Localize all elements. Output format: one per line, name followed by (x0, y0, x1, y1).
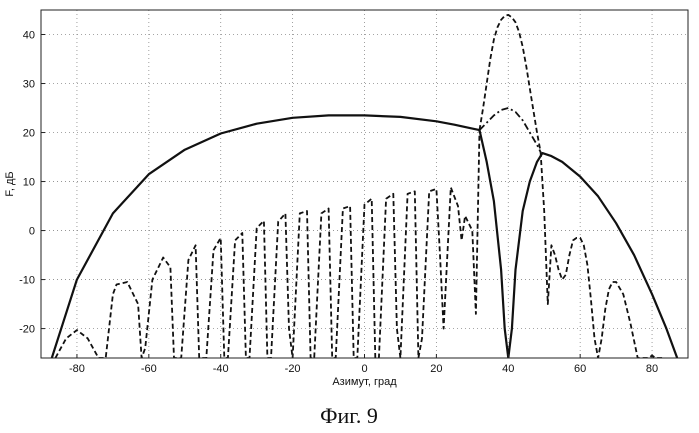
x-axis-label: Азимут, град (332, 376, 397, 388)
series-line-dashed-4 (541, 152, 663, 358)
x-tick-label: 60 (574, 363, 586, 375)
figure-caption: Фиг. 9 (320, 403, 378, 428)
x-tick-label: 0 (361, 363, 367, 375)
series-line-dashed-3 (55, 130, 479, 358)
series-line-dashed-1 (480, 15, 541, 152)
y-tick-label: 30 (23, 79, 35, 91)
x-tick-label: -60 (141, 363, 157, 375)
x-tick-label: 20 (430, 363, 442, 375)
tick-layer: -80 -60 -40 -20 0 20 40 60 80 -20 -10 0 10 20 30 40 (19, 30, 658, 375)
y-tick-label: 20 (23, 128, 35, 140)
y-tick-label: 10 (23, 177, 35, 189)
y-tick-label: -10 (19, 275, 35, 287)
x-tick-label: 80 (646, 363, 658, 375)
x-tick-label: -80 (69, 363, 85, 375)
y-tick-label: 40 (23, 30, 35, 42)
x-tick-label: -20 (285, 363, 301, 375)
series-line-dashdot-2 (480, 108, 541, 152)
x-tick-label: 40 (502, 363, 514, 375)
y-tick-label: -20 (19, 324, 35, 336)
x-tick-label: -40 (213, 363, 229, 375)
grid-layer (41, 10, 688, 358)
y-axis-label: F, дБ (4, 171, 16, 196)
series-line-solid-0 (52, 115, 677, 358)
y-tick-label: 0 (29, 226, 35, 238)
